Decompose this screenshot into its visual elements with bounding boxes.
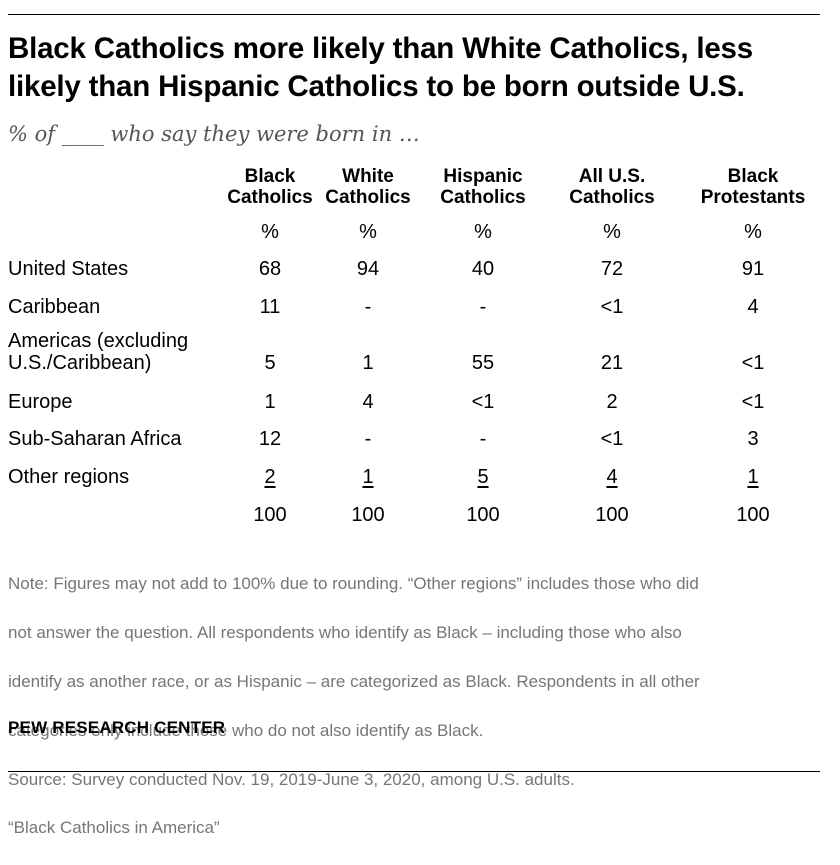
table-cell: 94 — [356, 258, 380, 280]
pew-research-center-logo: PEW RESEARCH CENTER — [8, 718, 226, 737]
column-header: Black Protestants — [700, 166, 806, 208]
table-cell: 40 — [471, 258, 495, 280]
table-cell: 3 — [747, 428, 759, 450]
column-header: White Catholics — [325, 166, 411, 208]
table-cell: - — [364, 428, 372, 450]
unit-label: % — [744, 221, 762, 243]
column-header: Black Catholics — [227, 166, 313, 208]
table-cell: 5 — [477, 466, 489, 488]
top-rule — [8, 14, 820, 15]
title-line-1: Black Catholics more likely than White C… — [8, 32, 753, 65]
note-line: Note: Figures may not add to 100% due to… — [8, 574, 699, 594]
row-label: Other regions — [8, 466, 130, 488]
row-label: Europe — [8, 391, 73, 413]
table-cell: 4 — [606, 466, 618, 488]
table-cell: 1 — [264, 391, 276, 413]
table-cell: 1 — [362, 466, 374, 488]
total-cell: 100 — [595, 504, 629, 526]
note-line: categories only include those who do not… — [8, 720, 484, 740]
total-cell: 100 — [253, 504, 287, 526]
table-cell: 72 — [600, 258, 624, 280]
table-cell: 1 — [362, 352, 374, 374]
total-cell: 100 — [736, 504, 770, 526]
table-cell: <1 — [600, 296, 624, 318]
table-cell: 68 — [258, 258, 282, 280]
column-header: Hispanic Catholics — [440, 166, 526, 208]
table-cell: <1 — [471, 391, 495, 413]
table-cell: 12 — [258, 428, 282, 450]
row-label: Caribbean — [8, 296, 101, 318]
row-label: United States — [8, 258, 129, 280]
table-cell: 2 — [606, 391, 618, 413]
column-header: All U.S. Catholics — [569, 166, 655, 208]
table-cell: <1 — [741, 352, 765, 374]
unit-label: % — [359, 221, 377, 243]
table-cell: - — [479, 428, 487, 450]
note-line: not answer the question. All respondents… — [8, 623, 682, 643]
table-cell: - — [364, 296, 372, 318]
table-cell: 5 — [264, 352, 276, 374]
table-cell: 55 — [471, 352, 495, 374]
chart-title: Black Catholics more likely than White C… — [8, 30, 828, 106]
table-cell: 4 — [362, 391, 374, 413]
note-line: identify as another race, or as Hispanic… — [8, 672, 700, 692]
unit-label: % — [474, 221, 492, 243]
bottom-rule — [8, 771, 820, 772]
table-cell: 21 — [600, 352, 624, 374]
table-cell: 2 — [264, 466, 276, 488]
table-cell: 1 — [747, 466, 759, 488]
row-label: Americas (excluding U.S./Caribbean) — [8, 330, 189, 374]
total-cell: 100 — [351, 504, 385, 526]
row-label: Sub-Saharan Africa — [8, 428, 182, 450]
chart-subtitle: % of ____ who say they were born in … — [8, 122, 420, 146]
table-cell: 91 — [741, 258, 765, 280]
table-cell: 11 — [259, 296, 281, 318]
total-cell: 100 — [466, 504, 500, 526]
table-cell: - — [479, 296, 487, 318]
table-cell: 4 — [747, 296, 759, 318]
unit-label: % — [261, 221, 279, 243]
title-line-2: likely than Hispanic Catholics to be bor… — [8, 70, 745, 103]
chart-note: Note: Figures may not add to 100% due to… — [8, 548, 822, 865]
table-cell: <1 — [600, 428, 624, 450]
report-title-line: “Black Catholics in America” — [8, 818, 220, 838]
unit-label: % — [603, 221, 621, 243]
table-cell: <1 — [741, 391, 765, 413]
